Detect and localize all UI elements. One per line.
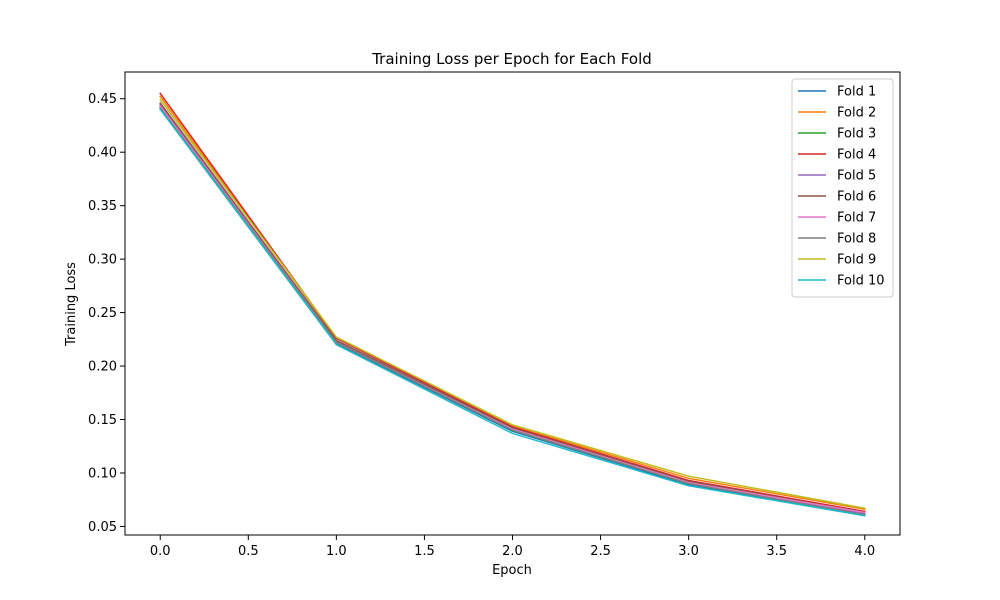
- series-line-fold-8: [159, 107, 866, 516]
- plot-frame: [124, 71, 901, 536]
- legend-label: Fold 4: [837, 148, 876, 163]
- x-tick-label: 1.5: [414, 544, 435, 559]
- y-tick-label: 0.25: [88, 306, 117, 321]
- x-tick-label: 3.0: [678, 544, 699, 559]
- y-tick-label: 0.35: [88, 199, 117, 214]
- x-tick-label: 2.0: [502, 544, 523, 559]
- legend-label: Fold 10: [837, 274, 885, 289]
- series-line-fold-10: [159, 108, 866, 517]
- y-tick-label: 0.15: [88, 413, 117, 428]
- y-tick-label: 0.40: [88, 146, 117, 161]
- y-axis-title: Training Loss: [64, 262, 79, 347]
- x-tick-label: 1.0: [326, 544, 347, 559]
- legend-label: Fold 3: [837, 127, 876, 142]
- x-tick-label: 0.0: [150, 544, 171, 559]
- legend-label: Fold 5: [837, 169, 876, 184]
- legend-label: Fold 2: [837, 106, 876, 121]
- y-tick-label: 0.20: [88, 360, 117, 375]
- series-line-fold-9: [159, 98, 866, 510]
- x-tick-label: 4.0: [854, 544, 875, 559]
- y-tick-label: 0.05: [88, 520, 117, 535]
- x-tick-label: 3.5: [766, 544, 787, 559]
- legend-label: Fold 9: [837, 253, 876, 268]
- legend-label: Fold 6: [837, 190, 876, 205]
- legend-label: Fold 7: [837, 211, 876, 226]
- y-tick-label: 0.45: [88, 92, 117, 107]
- chart-title: Training Loss per Epoch for Each Fold: [371, 50, 652, 68]
- legend-label: Fold 8: [837, 232, 876, 247]
- x-tick-label: 2.5: [590, 544, 611, 559]
- series-line-fold-4: [159, 92, 866, 513]
- legend-label: Fold 1: [837, 85, 876, 100]
- y-tick-label: 0.30: [88, 253, 117, 268]
- y-tick-label: 0.10: [88, 466, 117, 481]
- x-axis-title: Epoch: [492, 563, 532, 578]
- plot-area: 0.0 0.5 1.0 1.5 2.0 2.5 3.0 3.5 4.0 0.05 0.10 0.15 0…: [88, 71, 901, 559]
- x-tick-label: 0.5: [238, 544, 259, 559]
- legend: Fold 1 Fold 2 Fold 3 Fold 4 Fold 5 Fold 6 Fold…: [791, 78, 894, 298]
